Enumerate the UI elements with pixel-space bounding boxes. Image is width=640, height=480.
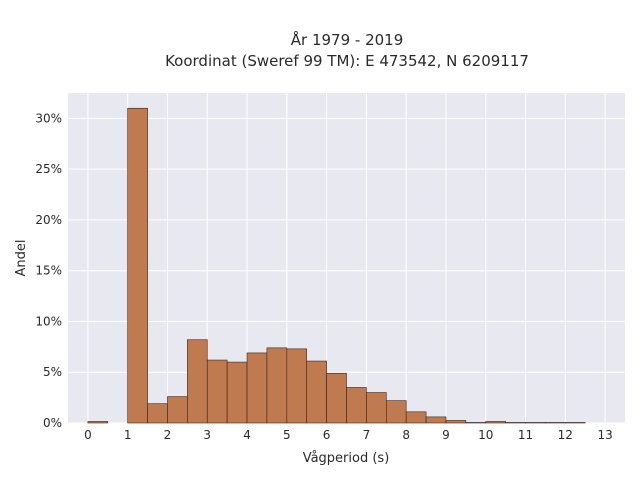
histogram-bar bbox=[545, 422, 566, 424]
histogram-bar bbox=[266, 347, 288, 424]
y-tick-label: 10% bbox=[35, 314, 62, 328]
x-tick-label: 11 bbox=[518, 428, 533, 442]
histogram-bar bbox=[147, 403, 168, 424]
histogram-bar bbox=[525, 422, 546, 424]
x-tick-label: 0 bbox=[84, 428, 92, 442]
plot-area bbox=[68, 93, 625, 423]
x-tick-label: 9 bbox=[442, 428, 450, 442]
y-tick-label: 20% bbox=[35, 213, 62, 227]
histogram-bar bbox=[405, 411, 427, 424]
histogram-bar bbox=[485, 421, 506, 424]
histogram-bar bbox=[565, 422, 586, 424]
x-tick-label: 13 bbox=[597, 428, 612, 442]
histogram-bar bbox=[505, 422, 526, 424]
y-tick-label: 5% bbox=[43, 365, 62, 379]
chart-title-line1: År 1979 - 2019 bbox=[291, 30, 404, 49]
histogram-bar bbox=[326, 372, 347, 424]
y-axis-ticks: 0% 5% 10% 15% 20% 25% 30% bbox=[35, 111, 62, 430]
histogram-bar bbox=[206, 359, 228, 424]
x-tick-label: 8 bbox=[402, 428, 410, 442]
x-axis-ticks: 0 1 2 3 4 5 6 7 8 9 10 11 12 13 bbox=[84, 428, 613, 442]
histogram-bar bbox=[226, 361, 248, 424]
histogram-bar bbox=[385, 400, 407, 424]
x-tick-label: 2 bbox=[164, 428, 172, 442]
histogram-bar bbox=[425, 416, 447, 424]
y-tick-label: 0% bbox=[43, 416, 62, 430]
y-tick-label: 25% bbox=[35, 162, 62, 176]
histogram-bar bbox=[187, 339, 208, 424]
histogram-bar bbox=[445, 420, 467, 424]
histogram-bar bbox=[246, 352, 268, 424]
x-tick-label: 10 bbox=[478, 428, 493, 442]
x-tick-label: 3 bbox=[203, 428, 211, 442]
histogram-bar bbox=[127, 107, 148, 424]
histogram-bar bbox=[465, 422, 487, 424]
chart-title-line2: Koordinat (Sweref 99 TM): E 473542, N 62… bbox=[165, 52, 529, 70]
histogram-bar bbox=[167, 396, 188, 424]
y-tick-label: 15% bbox=[35, 264, 62, 278]
histogram-bar bbox=[366, 392, 387, 424]
x-tick-label: 6 bbox=[323, 428, 331, 442]
y-axis-label: Andel bbox=[14, 240, 29, 277]
x-tick-label: 1 bbox=[124, 428, 132, 442]
x-tick-label: 12 bbox=[558, 428, 573, 442]
x-tick-label: 7 bbox=[363, 428, 371, 442]
histogram-bars bbox=[87, 107, 586, 424]
y-tick-label: 30% bbox=[35, 111, 62, 125]
histogram-bar bbox=[346, 387, 367, 424]
histogram-bar bbox=[306, 360, 327, 424]
x-tick-label: 5 bbox=[283, 428, 291, 442]
x-axis-label: Vågperiod (s) bbox=[303, 451, 390, 466]
x-tick-label: 4 bbox=[243, 428, 251, 442]
histogram-bar bbox=[286, 348, 308, 424]
histogram-bar bbox=[87, 421, 109, 424]
